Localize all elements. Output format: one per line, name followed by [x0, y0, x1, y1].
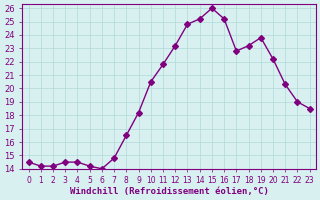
- X-axis label: Windchill (Refroidissement éolien,°C): Windchill (Refroidissement éolien,°C): [70, 187, 268, 196]
